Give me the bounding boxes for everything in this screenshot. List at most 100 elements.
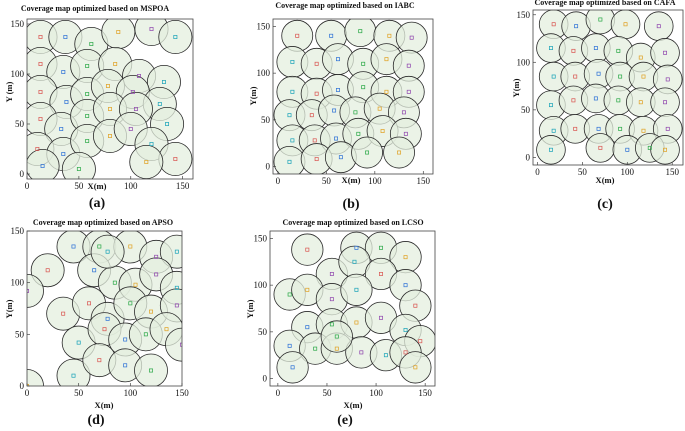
sensor-node-marker [354, 245, 359, 250]
x-tick-label: 100 [124, 388, 138, 398]
sensor-node-marker [598, 145, 603, 150]
y-tick-label: 0 [526, 152, 531, 162]
sensor-node-marker [116, 30, 121, 34]
sensor-node-marker [365, 150, 370, 155]
sensor-node-marker [85, 114, 90, 118]
sensor-node-marker [59, 127, 64, 131]
sensor-node-marker [598, 17, 603, 22]
sensor-node-marker [334, 136, 338, 141]
x-tick-label: 100 [621, 167, 635, 177]
coverage-circle [165, 327, 182, 362]
x-axis-label: X(m) [87, 181, 107, 191]
sensor-node-marker [406, 89, 411, 94]
sensor-node-marker [641, 74, 646, 79]
sensor-node-marker [329, 272, 334, 276]
sensor-node-marker [143, 332, 148, 337]
sensor-node-marker [377, 106, 382, 111]
sensor-node-marker [574, 24, 579, 29]
sensor-node-marker [356, 131, 361, 136]
sensor-node-marker [413, 365, 418, 370]
x-tick-label: 0 [535, 167, 540, 177]
sensor-node-marker [663, 50, 667, 55]
coverage-circle [159, 234, 182, 269]
sensor-node-marker [108, 134, 112, 138]
x-tick-label: 50 [74, 181, 84, 191]
sensor-node-marker [406, 63, 411, 68]
coverage-circle [56, 358, 91, 386]
y-tick-label: 50 [521, 105, 531, 115]
sensor-node-marker [85, 64, 90, 68]
sensor-node-marker [40, 164, 45, 168]
sensor-node-marker [165, 122, 170, 126]
sensor-node-marker [383, 353, 388, 358]
sensor-node-marker [403, 350, 408, 355]
y-tick-label: 100 [11, 69, 25, 79]
sensor-node-marker [290, 138, 295, 143]
x-tick-label: 150 [417, 176, 431, 186]
sensor-node-marker [63, 35, 68, 39]
sensor-node-marker [329, 322, 334, 327]
coverage-circle [158, 19, 193, 55]
sensor-node-marker [162, 80, 166, 84]
sensor-node-marker [105, 316, 110, 321]
axes-frame [272, 18, 434, 175]
sensor-node-marker [549, 46, 553, 50]
sensor-node-marker [105, 249, 110, 254]
chart-title: Coverage map optimized based on IABC [275, 1, 415, 10]
sensor-node-marker [295, 33, 300, 38]
sensor-node-marker [352, 259, 357, 264]
y-tick-label: 150 [254, 233, 268, 243]
sensor-node-marker [413, 303, 418, 308]
coverage-circle [129, 144, 164, 179]
sensor-node-marker [353, 110, 358, 115]
panel-label: (c) [597, 197, 613, 212]
sensor-node-marker [354, 320, 359, 325]
sensor-node-marker [379, 272, 383, 276]
sensor-node-marker [409, 35, 414, 40]
coverage-circle [27, 274, 44, 308]
sensor-node-marker [64, 100, 69, 104]
y-tick-label: 50 [258, 327, 268, 337]
sensor-node-marker [618, 74, 623, 79]
sensor-node-marker [174, 285, 179, 290]
sensor-node-marker [76, 340, 81, 345]
sensor-node-marker [45, 268, 50, 273]
sensor-node-marker [665, 77, 670, 82]
sensor-node-marker [334, 346, 339, 351]
sensor-node-marker [403, 131, 408, 136]
x-tick-label: 150 [175, 388, 189, 398]
sensor-node-marker [334, 334, 339, 339]
sensor-node-marker [358, 29, 363, 34]
panel-label: (a) [88, 196, 106, 211]
sensor-node-marker [123, 337, 128, 342]
sensor-node-marker [164, 327, 169, 332]
x-tick-label: 50 [322, 388, 332, 398]
sensor-node-marker [87, 301, 91, 306]
panel-label: (b) [342, 197, 360, 212]
y-tick-label: 100 [257, 68, 271, 78]
sensor-node-marker [332, 108, 337, 113]
sensor-node-marker [305, 247, 310, 252]
sensor-node-marker [305, 287, 310, 292]
sensor-node-marker [593, 46, 598, 50]
x-tick-label: 50 [578, 167, 588, 177]
sensor-node-marker [338, 155, 343, 160]
y-tick-label: 150 [11, 226, 25, 236]
y-tick-label: 100 [254, 280, 268, 290]
axes-frame [26, 230, 183, 387]
panel-label: (d) [87, 413, 105, 428]
sensor-node-marker [397, 150, 402, 155]
sensor-node-marker [61, 152, 66, 156]
sensor-node-marker [173, 35, 178, 39]
sensor-node-marker [549, 103, 553, 108]
sensor-node-marker [571, 48, 576, 53]
sensor-node-marker [656, 24, 661, 29]
sensor-node-marker [618, 126, 623, 131]
sensor-node-marker [149, 142, 154, 146]
x-tick-label: 0 [25, 181, 30, 191]
chart-title: Coverage map optimized based on APSO [32, 218, 174, 227]
coverage-circle [61, 152, 96, 179]
sensor-node-marker [616, 48, 621, 53]
